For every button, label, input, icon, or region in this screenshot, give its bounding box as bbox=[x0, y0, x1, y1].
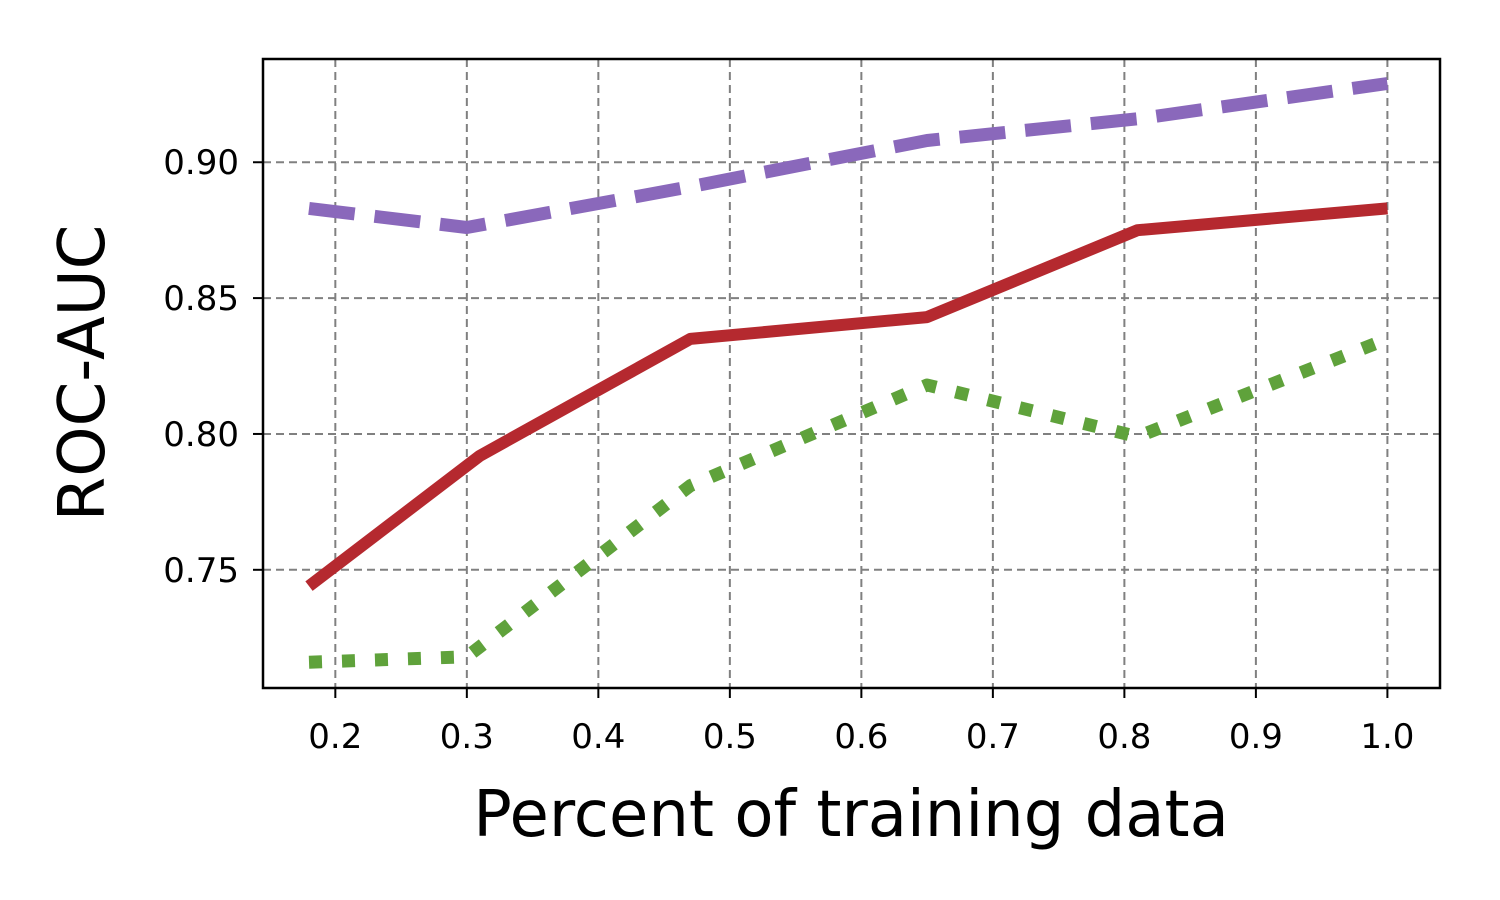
x-tick-label: 0.7 bbox=[966, 717, 1020, 757]
x-tick-label: 0.5 bbox=[703, 717, 757, 757]
y-tick-label: 0.85 bbox=[163, 279, 239, 319]
x-tick-label: 0.3 bbox=[440, 717, 494, 757]
plot-area-frame bbox=[261, 57, 1442, 690]
series-line-solid bbox=[305, 202, 1388, 591]
x-tick-label: 1.0 bbox=[1360, 717, 1414, 757]
y-tick-label: 0.80 bbox=[163, 415, 239, 455]
series-layer bbox=[305, 77, 1390, 669]
series-line-dashed bbox=[308, 77, 1389, 234]
x-tick-label: 0.9 bbox=[1229, 717, 1283, 757]
y-tick-label: 0.75 bbox=[163, 551, 239, 591]
x-tick-label: 0.6 bbox=[834, 717, 888, 757]
x-tick-label: 0.4 bbox=[571, 717, 625, 757]
x-tick-label: 0.8 bbox=[1097, 717, 1151, 757]
grid-layer bbox=[263, 59, 1440, 688]
tick-layer: 0.2 0.3 0.4 0.5 0.6 0.7 0.8 0.9 1.0 0.75 0.80 0.85 0… bbox=[163, 143, 1414, 757]
series-line-dotted bbox=[308, 332, 1390, 669]
y-tick-label: 0.90 bbox=[163, 143, 239, 183]
x-axis-title: Percent of training data bbox=[473, 778, 1229, 852]
x-tick-label: 0.2 bbox=[308, 717, 362, 757]
y-axis-title: ROC-AUC bbox=[46, 225, 120, 522]
